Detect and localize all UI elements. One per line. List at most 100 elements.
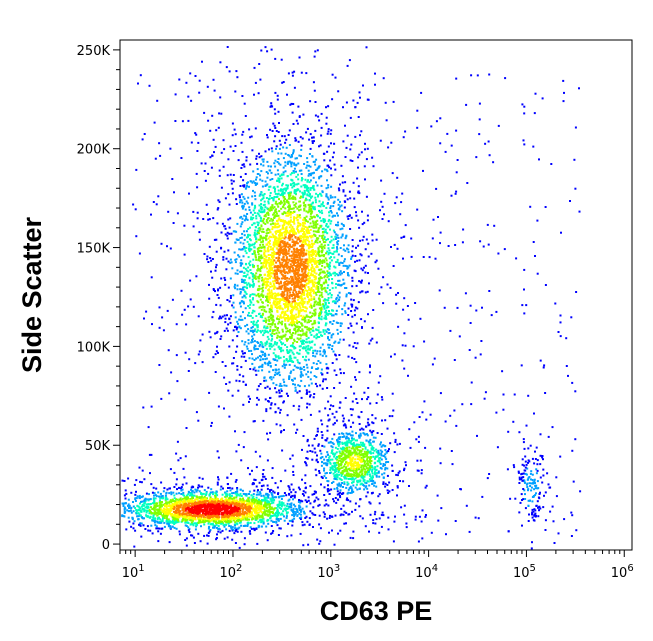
data-point — [258, 63, 261, 65]
data-point — [253, 251, 256, 254]
data-point — [297, 486, 300, 489]
data-point — [235, 328, 238, 331]
data-point — [329, 159, 332, 162]
data-point — [355, 211, 357, 214]
data-point — [247, 314, 249, 317]
data-point — [300, 228, 303, 231]
data-point — [293, 494, 296, 497]
data-point — [327, 336, 329, 339]
data-point — [309, 235, 311, 238]
data-point — [296, 508, 299, 511]
data-point — [396, 247, 399, 250]
data-point — [147, 529, 150, 532]
data-point — [225, 66, 228, 69]
data-point — [278, 293, 281, 296]
data-point — [269, 407, 272, 410]
data-point — [308, 203, 311, 206]
data-point — [295, 119, 298, 122]
data-point — [125, 492, 128, 495]
data-point — [309, 346, 312, 349]
data-point — [315, 337, 318, 340]
data-point — [205, 491, 208, 494]
data-point — [288, 363, 291, 366]
data-point — [290, 311, 293, 313]
data-point — [216, 498, 219, 500]
data-point — [235, 529, 238, 531]
data-point — [230, 527, 233, 530]
data-point — [268, 298, 271, 301]
data-point — [269, 515, 272, 518]
data-point — [250, 503, 253, 506]
data-point — [224, 491, 227, 494]
data-point — [181, 509, 184, 512]
data-point — [279, 304, 282, 307]
data-point — [318, 542, 321, 545]
data-point — [158, 504, 161, 507]
data-point — [255, 347, 258, 350]
data-point — [203, 497, 206, 500]
data-point — [136, 512, 139, 515]
data-point — [202, 519, 205, 522]
data-point — [273, 217, 276, 219]
data-point — [153, 502, 156, 505]
data-point — [191, 503, 194, 506]
data-point — [309, 215, 312, 218]
data-point — [315, 287, 318, 290]
data-point — [380, 179, 383, 182]
data-point — [249, 303, 252, 306]
data-point — [296, 330, 299, 333]
data-point — [282, 298, 285, 301]
data-point — [161, 509, 164, 512]
data-point — [293, 340, 296, 343]
data-point — [314, 223, 317, 226]
data-point — [226, 536, 229, 539]
data-point — [341, 262, 344, 264]
data-point — [254, 369, 257, 372]
data-point — [434, 257, 437, 260]
data-point — [366, 398, 369, 401]
data-point — [300, 295, 303, 298]
data-point — [273, 242, 275, 245]
data-point — [285, 512, 288, 515]
data-point — [271, 248, 273, 251]
data-point — [254, 450, 257, 453]
data-point — [276, 259, 279, 262]
data-point — [268, 504, 271, 507]
data-point — [267, 514, 270, 517]
data-point — [320, 368, 323, 371]
data-point — [191, 509, 194, 512]
data-point — [351, 510, 353, 513]
data-point — [243, 537, 246, 540]
data-point — [286, 330, 289, 332]
data-point — [151, 532, 154, 535]
data-point — [261, 158, 264, 161]
data-point — [268, 257, 271, 259]
data-point — [290, 154, 293, 156]
data-point — [323, 317, 326, 320]
data-point — [260, 331, 263, 334]
data-point — [171, 520, 174, 523]
data-point — [357, 166, 359, 169]
data-point — [208, 499, 211, 502]
data-point — [221, 493, 224, 496]
data-point — [288, 519, 291, 522]
data-point — [307, 228, 310, 231]
data-point — [282, 219, 284, 222]
data-point — [301, 493, 304, 495]
data-point — [151, 508, 154, 511]
data-point — [123, 480, 126, 482]
data-point — [173, 514, 176, 517]
data-point — [248, 490, 251, 493]
data-point — [263, 332, 266, 335]
data-point — [240, 270, 243, 273]
data-point — [264, 531, 267, 534]
data-point — [212, 493, 214, 496]
data-point — [201, 333, 204, 336]
data-point — [209, 513, 212, 516]
data-point — [227, 522, 230, 525]
data-point — [230, 182, 233, 185]
data-point — [312, 329, 315, 332]
data-point — [256, 233, 259, 236]
data-point — [176, 440, 179, 443]
data-point — [164, 494, 167, 497]
